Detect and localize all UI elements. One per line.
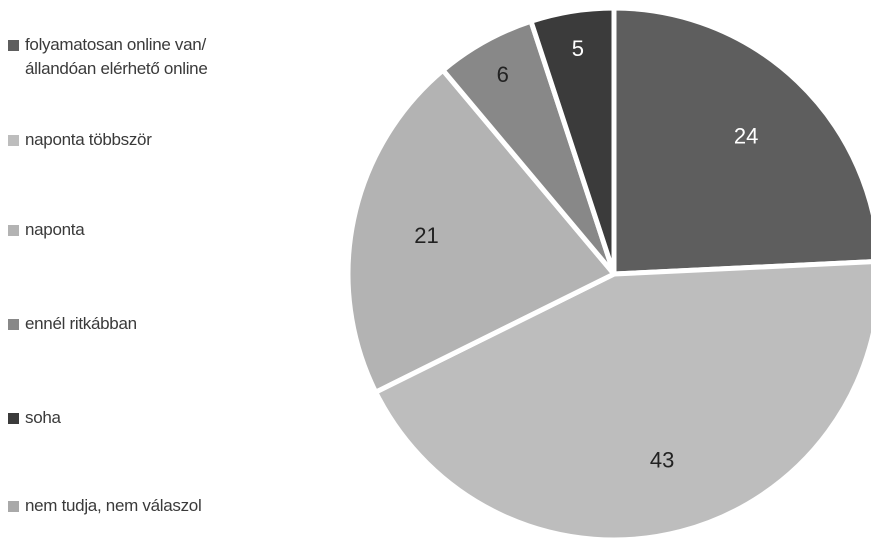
- legend-item-folyamatosan: folyamatosan online van/ állandóan elérh…: [8, 33, 305, 81]
- legend-label-ennel-ritkabban: ennél ritkábban: [25, 314, 137, 333]
- legend-item-naponta-tobbszor: naponta többször: [8, 128, 305, 152]
- data-label-ennel-ritkabban: 6: [497, 62, 509, 87]
- data-label-naponta-tobbszor: 43: [650, 447, 674, 472]
- data-label-soha: 5: [572, 36, 584, 61]
- legend-item-nem-tudja: nem tudja, nem válaszol: [8, 494, 305, 518]
- legend-swatch-naponta: [8, 225, 19, 236]
- legend-swatch-naponta-tobbszor: [8, 135, 19, 146]
- pie-slice-naponta: [345, 67, 617, 395]
- legend-swatch-nem-tudja: [8, 501, 19, 512]
- legend-item-naponta: naponta: [8, 218, 305, 242]
- data-label-naponta: 21: [414, 223, 438, 248]
- legend-label-soha: soha: [25, 408, 61, 427]
- legend-label-naponta: naponta: [25, 220, 85, 239]
- legend-item-soha: soha: [8, 406, 305, 430]
- legend-label-naponta-tobbszor: naponta többször: [25, 130, 152, 149]
- legend-label-nem-tudja: nem tudja, nem válaszol: [25, 496, 202, 515]
- legend-swatch-ennel-ritkabban: [8, 319, 19, 330]
- data-label-folyamatosan: 24: [734, 123, 758, 148]
- legend-swatch-soha: [8, 413, 19, 424]
- chart-legend: folyamatosan online van/ állandóan elérh…: [0, 0, 330, 541]
- pie-slice-soha: [528, 5, 617, 277]
- legend-label-folyamatosan: folyamatosan online van/ állandóan elérh…: [25, 35, 208, 78]
- legend-item-ennel-ritkabban: ennél ritkábban: [8, 312, 305, 336]
- pie-slice-folyamatosan: [611, 5, 871, 277]
- legend-swatch-folyamatosan: [8, 40, 19, 51]
